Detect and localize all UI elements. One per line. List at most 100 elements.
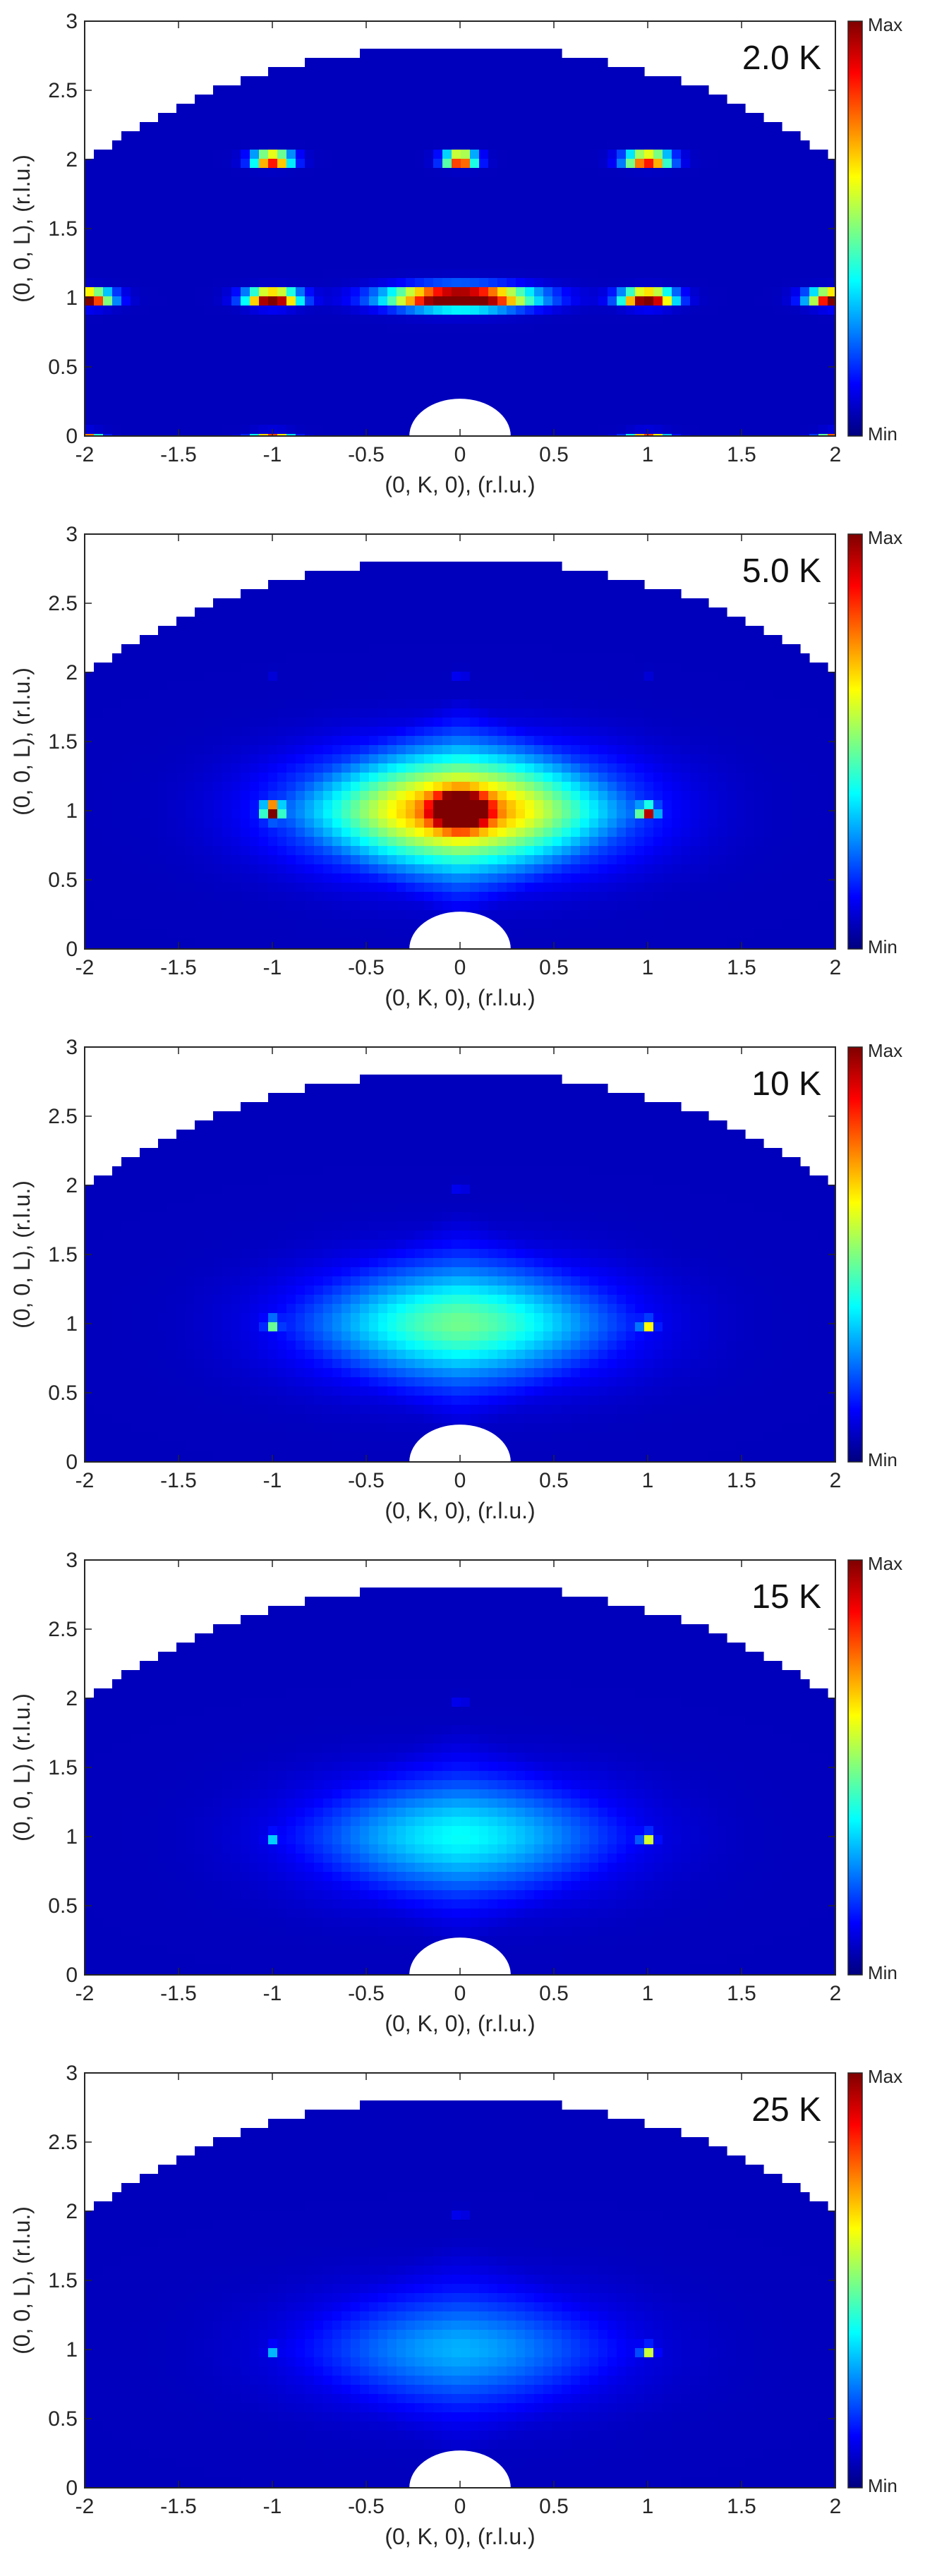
heatmap-cell [332, 296, 342, 306]
heatmap-cell [699, 370, 709, 380]
heatmap-cell [488, 736, 498, 746]
heatmap-cell [479, 708, 489, 718]
heatmap-cell [241, 672, 250, 682]
heatmap-cell [653, 589, 663, 599]
heatmap-cell [397, 342, 406, 352]
heatmap-cell [314, 95, 324, 104]
heatmap-cell [140, 782, 150, 792]
heatmap-cell [341, 754, 351, 764]
heatmap-cell [241, 159, 250, 169]
heatmap-cell [782, 718, 792, 727]
heatmap-cell [470, 607, 480, 617]
heatmap-cell [268, 681, 278, 691]
heatmap-cell [736, 727, 746, 737]
heatmap-cell [626, 95, 636, 104]
heatmap-cell [296, 653, 306, 663]
heatmap-cell [580, 269, 590, 279]
heatmap-cell [442, 379, 452, 389]
heatmap-cell [791, 223, 801, 233]
heatmap-cell [277, 763, 287, 773]
heatmap-cell [626, 425, 636, 435]
heatmap-cell [580, 333, 590, 343]
y-tick-label: 1.5 [48, 217, 78, 241]
heatmap-cell [231, 131, 241, 141]
heatmap-cell [277, 607, 287, 617]
heatmap-cell [818, 150, 828, 159]
heatmap-cell [663, 718, 672, 727]
heatmap-cell [296, 690, 306, 700]
heatmap-cell [635, 122, 645, 132]
heatmap-cell [598, 635, 608, 645]
heatmap-cell [736, 626, 746, 636]
heatmap-cell [461, 296, 471, 306]
heatmap-cell [259, 690, 269, 700]
heatmap-cell [397, 562, 406, 572]
heatmap-cell [140, 425, 150, 435]
heatmap-cell [708, 736, 718, 746]
heatmap-cell [516, 773, 526, 782]
heatmap-cell [754, 333, 764, 343]
heatmap-cell [589, 425, 599, 435]
heatmap-cell [415, 85, 425, 95]
heatmap-cell [727, 361, 737, 370]
heatmap-cell [690, 241, 700, 251]
heatmap-cell [718, 699, 727, 709]
heatmap-cell [543, 681, 553, 691]
heatmap-cell [488, 195, 498, 205]
heatmap-cell [552, 241, 562, 251]
heatmap-cell [718, 617, 727, 627]
heatmap-cell [626, 736, 636, 746]
heatmap-cell [507, 351, 516, 361]
heatmap-cell [672, 269, 682, 279]
heatmap-cell [818, 361, 828, 370]
heatmap-cell [158, 754, 168, 764]
heatmap-cell [663, 370, 672, 380]
heatmap-cell [525, 168, 535, 178]
heatmap-cell [782, 370, 792, 380]
heatmap-cell [562, 406, 572, 416]
heatmap-cell [140, 205, 150, 214]
heatmap-cell [85, 763, 95, 773]
heatmap-cell [635, 763, 645, 773]
heatmap-cell [461, 168, 471, 178]
heatmap-cell [351, 663, 361, 672]
heatmap-cell [461, 699, 471, 709]
heatmap-cell [213, 598, 223, 608]
heatmap-cell [296, 699, 306, 709]
heatmap-cell [571, 406, 581, 416]
heatmap-cell [351, 85, 361, 95]
heatmap-cell [552, 681, 562, 691]
heatmap-cell [241, 223, 250, 233]
heatmap-cell [323, 76, 333, 86]
heatmap-cell [617, 626, 627, 636]
heatmap-cell [204, 306, 214, 315]
heatmap-cell [250, 708, 260, 718]
heatmap-cell [231, 607, 241, 617]
heatmap-cell [296, 296, 306, 306]
heatmap-cell [378, 763, 388, 773]
heatmap-cell [332, 260, 342, 270]
heatmap-cell [718, 131, 727, 141]
heatmap-cell [818, 296, 828, 306]
heatmap-cell [745, 663, 755, 672]
heatmap-cell [121, 223, 131, 233]
heatmap-cell [195, 782, 205, 792]
heatmap-cell [617, 140, 627, 150]
heatmap-cell [589, 95, 599, 104]
heatmap-cell [241, 241, 250, 251]
heatmap-cell [176, 333, 186, 343]
heatmap-cell [158, 241, 168, 251]
heatmap-cell [580, 122, 590, 132]
heatmap-cell [222, 635, 232, 645]
heatmap-cell [479, 269, 489, 279]
heatmap-cell [681, 287, 691, 297]
heatmap-cell [351, 76, 361, 86]
heatmap-cell [452, 745, 461, 755]
heatmap-cell [286, 214, 296, 224]
heatmap-cell [268, 260, 278, 270]
heatmap-cell [103, 782, 113, 792]
heatmap-cell [268, 708, 278, 718]
heatmap-cell [186, 131, 195, 141]
heatmap-cell [507, 131, 516, 141]
heatmap-cell [516, 681, 526, 691]
